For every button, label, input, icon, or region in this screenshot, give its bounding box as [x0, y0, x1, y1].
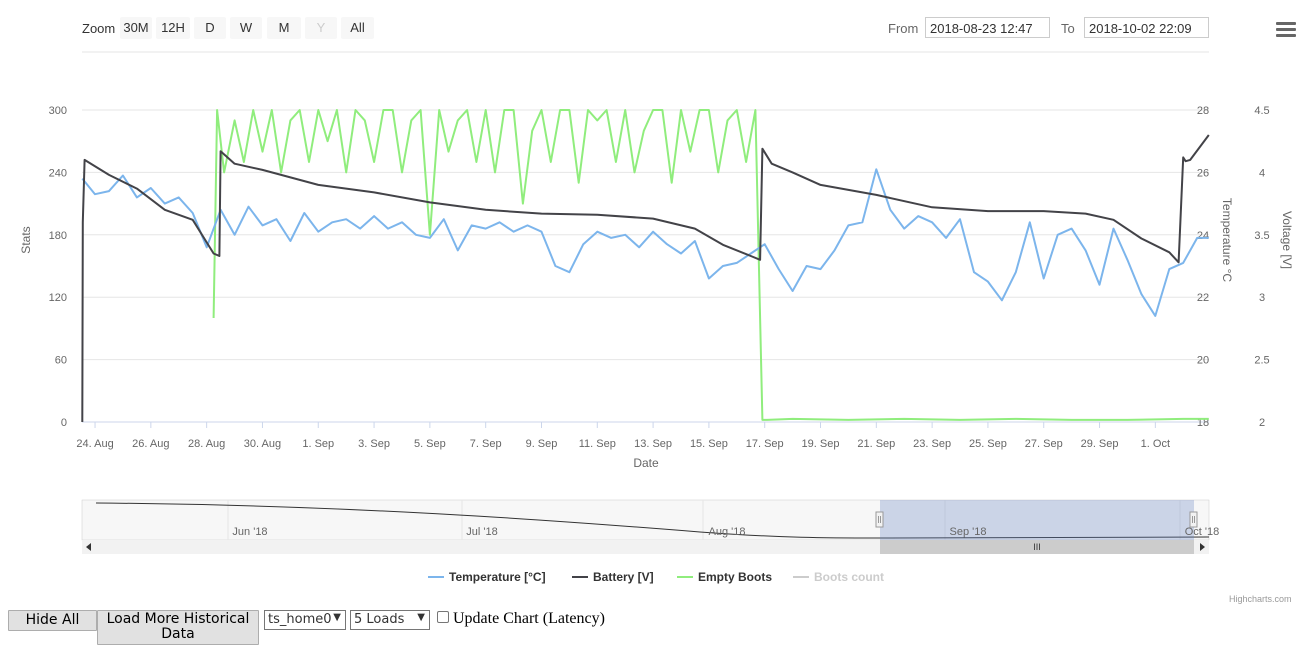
grid-lines: [82, 109, 1209, 423]
scrollbar-thumb[interactable]: [880, 540, 1194, 554]
stats-tick-label: 60: [55, 355, 67, 367]
plot-series: [81, 109, 1210, 423]
legend-item-empty-boots[interactable]: Empty Boots: [677, 570, 772, 584]
navigator-left-handle[interactable]: [875, 511, 884, 528]
x-tick-label: 27. Sep: [1025, 438, 1063, 450]
legend-label: Boots count: [814, 570, 884, 584]
scroll-right-arrow-icon[interactable]: [1200, 543, 1205, 551]
update-chart-label: Update Chart (Latency): [453, 610, 605, 627]
legend-item-battery[interactable]: Battery [V]: [572, 570, 654, 584]
load-more-historical-data-button[interactable]: Load More Historical Data: [97, 610, 259, 645]
x-tick-label: 5. Sep: [414, 438, 446, 450]
voltage-tick-label: 3.5: [1254, 230, 1269, 242]
x-tick-label: 13. Sep: [634, 438, 672, 450]
highcharts-credits[interactable]: Highcharts.com: [1229, 594, 1292, 604]
temperature-axis-title: Temperature °C: [1220, 198, 1234, 282]
scrollbar-grip: III: [1033, 542, 1041, 552]
voltage-tick-label: 4.5: [1254, 105, 1269, 117]
scrollbar[interactable]: III: [82, 540, 1209, 554]
dropdown-arrow-icon: ▼: [333, 612, 341, 623]
x-tick-label: 1. Oct: [1141, 438, 1170, 450]
from-date-input[interactable]: 2018-08-23 12:47: [925, 17, 1050, 38]
dropdown-arrow-icon: ▼: [417, 612, 425, 623]
from-label: From: [888, 21, 919, 36]
zoom-30m-button[interactable]: 30M: [120, 17, 152, 39]
x-tick-label: 15. Sep: [690, 438, 728, 450]
voltage-tick-label: 2: [1259, 417, 1265, 429]
stats-tick-label: 120: [49, 292, 67, 304]
voltage-tick-label: 4: [1259, 167, 1265, 179]
temperature-tick-label: 24: [1197, 230, 1209, 242]
x-tick-label: 9. Sep: [526, 438, 558, 450]
voltage-tick-label: 3: [1259, 292, 1265, 304]
y-axis-ticks: 0 18 2 60 20 2.5 120 22 3 180 24 3.5 240 26 4 300 28 4.5: [49, 105, 1270, 429]
temperature-tick-label: 26: [1197, 167, 1209, 179]
stats-tick-label: 300: [49, 105, 67, 117]
temperature-tick-label: 22: [1197, 292, 1209, 304]
series-line-battery-v[interactable]: [81, 134, 1210, 423]
stats-tick-label: 240: [49, 167, 67, 179]
navigator-right-handle[interactable]: [1189, 511, 1198, 528]
zoom-12h-button[interactable]: 12H: [156, 17, 190, 39]
device-select[interactable]: ts_home0 ▼: [264, 610, 346, 630]
temperature-tick-label: 28: [1197, 105, 1209, 117]
navigator-label: Jun '18: [232, 526, 267, 538]
x-tick-label: 24. Aug: [76, 438, 113, 450]
navigator-label: Jul '18: [466, 526, 497, 538]
update-chart-checkbox[interactable]: [437, 611, 449, 623]
x-tick-label: 11. Sep: [579, 438, 616, 450]
stats-axis-title: Stats: [19, 226, 33, 253]
x-tick-label: 7. Sep: [470, 438, 502, 450]
temperature-tick-label: 18: [1197, 417, 1209, 429]
hamburger-menu-icon[interactable]: [1276, 22, 1296, 38]
loads-select-value: 5 Loads: [354, 612, 405, 627]
device-select-value: ts_home0: [268, 612, 332, 627]
stats-tick-label: 180: [49, 230, 67, 242]
x-tick-label: 26. Aug: [132, 438, 169, 450]
navigator-selected-range[interactable]: [880, 500, 1194, 540]
x-axis-title: Date: [633, 456, 659, 470]
navigator-label: Aug '18: [709, 526, 746, 538]
x-tick-label: 25. Sep: [969, 438, 1007, 450]
zoom-week-button[interactable]: W: [230, 17, 262, 39]
navigator-label: Sep '18: [950, 526, 987, 538]
navigator-series: [95, 502, 1210, 539]
zoom-label: Zoom: [82, 21, 116, 36]
x-tick-label: 30. Aug: [244, 438, 281, 450]
x-tick-label: 3. Sep: [358, 438, 390, 450]
x-tick-label: 29. Sep: [1081, 438, 1119, 450]
legend-label: Temperature [°C]: [449, 570, 546, 584]
x-tick-label: 1. Sep: [302, 438, 334, 450]
stats-tick-label: 0: [61, 417, 67, 429]
temperature-tick-label: 20: [1197, 355, 1209, 367]
x-tick-label: 28. Aug: [188, 438, 225, 450]
highcharts-stock-chart: Zoom 30M 12H D W M Y All From 2018-08-23…: [19, 17, 1296, 604]
series-line-temperature-c[interactable]: [81, 168, 1209, 317]
navigator-label: Oct '18: [1185, 526, 1220, 538]
zoom-all-button[interactable]: All: [341, 17, 374, 39]
navigator[interactable]: Jun '18 Jul '18 Aug '18 Sep '18 Oct '18: [81, 499, 1220, 541]
legend-item-boots-count[interactable]: Boots count: [793, 570, 884, 584]
scroll-left-arrow-icon[interactable]: [86, 543, 91, 551]
x-tick-label: 21. Sep: [857, 438, 895, 450]
x-tick-label: 17. Sep: [746, 438, 784, 450]
zoom-day-button[interactable]: D: [194, 17, 226, 39]
series-line-empty-boots[interactable]: [212, 109, 1209, 421]
legend-label: Empty Boots: [698, 570, 772, 584]
legend-item-temperature[interactable]: Temperature [°C]: [428, 570, 546, 584]
legend: Temperature [°C] Battery [V] Empty Boots…: [428, 570, 884, 584]
zoom-month-button[interactable]: M: [267, 17, 301, 39]
x-tick-label: 23. Sep: [913, 438, 951, 450]
x-tick-label: 19. Sep: [802, 438, 840, 450]
voltage-axis-title: Voltage [V]: [1280, 211, 1294, 269]
voltage-tick-label: 2.5: [1254, 355, 1269, 367]
hide-all-button[interactable]: Hide All: [8, 610, 97, 631]
to-label: To: [1061, 21, 1075, 36]
legend-label: Battery [V]: [593, 570, 654, 584]
x-axis-ticks: 24. Aug 26. Aug 28. Aug 30. Aug 1. Sep 3. Sep…: [76, 422, 1170, 450]
zoom-year-button: Y: [305, 17, 337, 39]
to-date-input[interactable]: 2018-10-02 22:09: [1084, 17, 1209, 38]
loads-select[interactable]: 5 Loads ▼: [350, 610, 430, 630]
